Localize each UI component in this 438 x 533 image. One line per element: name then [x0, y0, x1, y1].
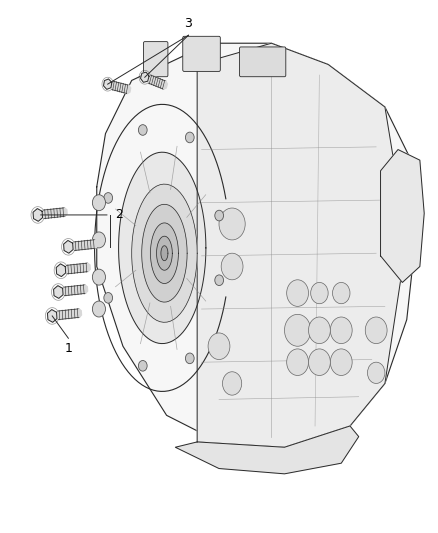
Circle shape: [138, 360, 147, 371]
Polygon shape: [79, 309, 81, 317]
Polygon shape: [141, 72, 149, 82]
Circle shape: [287, 280, 308, 306]
Polygon shape: [156, 236, 172, 270]
Polygon shape: [47, 310, 57, 322]
Circle shape: [92, 269, 106, 285]
Polygon shape: [88, 263, 90, 272]
Polygon shape: [103, 79, 112, 90]
Polygon shape: [119, 152, 206, 344]
Polygon shape: [142, 204, 187, 302]
Circle shape: [208, 333, 230, 360]
Polygon shape: [112, 81, 129, 94]
Polygon shape: [53, 286, 63, 298]
Polygon shape: [64, 208, 67, 216]
Polygon shape: [64, 240, 73, 253]
Circle shape: [367, 362, 385, 383]
Text: 1: 1: [64, 342, 72, 355]
Circle shape: [215, 275, 223, 286]
Polygon shape: [33, 208, 42, 221]
Circle shape: [215, 210, 223, 221]
Polygon shape: [64, 285, 85, 296]
Polygon shape: [175, 426, 359, 474]
Polygon shape: [67, 263, 88, 274]
Circle shape: [287, 349, 308, 375]
Circle shape: [185, 132, 194, 143]
Circle shape: [223, 372, 242, 395]
Polygon shape: [151, 223, 178, 284]
Polygon shape: [197, 43, 407, 447]
Circle shape: [221, 253, 243, 280]
Polygon shape: [132, 184, 197, 322]
Circle shape: [330, 317, 352, 344]
Polygon shape: [74, 240, 95, 251]
Circle shape: [332, 282, 350, 304]
Polygon shape: [381, 150, 424, 282]
FancyBboxPatch shape: [240, 47, 286, 77]
Circle shape: [92, 301, 106, 317]
Circle shape: [285, 314, 311, 346]
Polygon shape: [95, 240, 98, 248]
Circle shape: [104, 293, 113, 303]
Polygon shape: [43, 208, 65, 219]
Polygon shape: [161, 246, 168, 261]
Polygon shape: [85, 285, 88, 293]
Polygon shape: [164, 81, 167, 89]
Circle shape: [92, 195, 106, 211]
Circle shape: [104, 192, 113, 203]
Text: 2: 2: [115, 208, 123, 221]
Circle shape: [219, 208, 245, 240]
FancyBboxPatch shape: [183, 36, 220, 71]
Text: 3: 3: [184, 17, 192, 30]
Circle shape: [308, 349, 330, 375]
Circle shape: [311, 282, 328, 304]
Polygon shape: [97, 43, 416, 447]
FancyBboxPatch shape: [144, 42, 168, 77]
Polygon shape: [127, 85, 131, 94]
Circle shape: [365, 317, 387, 344]
Circle shape: [185, 353, 194, 364]
Polygon shape: [56, 264, 66, 277]
Polygon shape: [58, 309, 79, 320]
Circle shape: [138, 125, 147, 135]
Circle shape: [92, 232, 106, 248]
Polygon shape: [148, 75, 166, 89]
Circle shape: [308, 317, 330, 344]
Circle shape: [330, 349, 352, 375]
